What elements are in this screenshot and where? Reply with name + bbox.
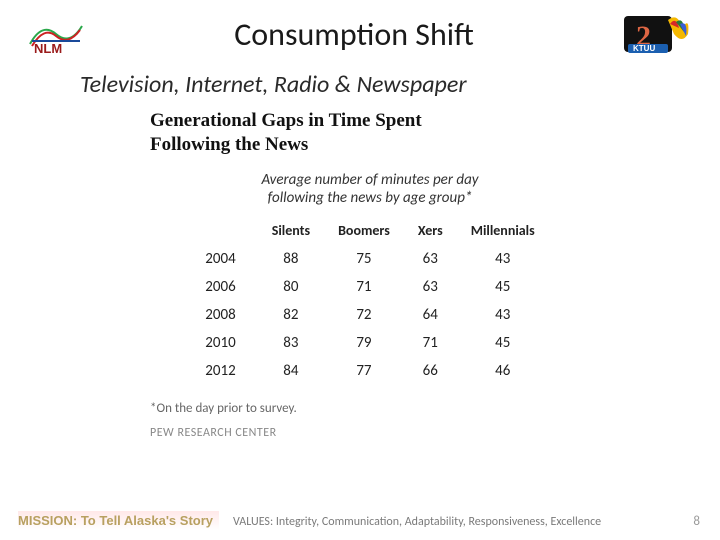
cell: 72 [324, 301, 404, 329]
col-millennials: Millennials [457, 218, 549, 245]
slide-subtitle: Television, Internet, Radio & Newspaper [80, 70, 700, 99]
table-row: 2012 84 77 66 46 [191, 357, 548, 385]
table-header-row: Year Silents Boomers Xers Millennials [191, 218, 548, 245]
data-table: Year Silents Boomers Xers Millennials 20… [191, 218, 548, 385]
mission-text: MISSION: To Tell Alaska's Story [18, 511, 219, 530]
col-boomers: Boomers [324, 218, 404, 245]
cell: 45 [457, 273, 549, 301]
values-text: VALUES: Integrity, Communication, Adapta… [233, 515, 601, 529]
table-body: 2004 88 75 63 43 2006 80 71 63 45 2008 8… [191, 245, 548, 385]
chart-footnote: *On the day prior to survey. [150, 401, 590, 416]
cell: 43 [457, 301, 549, 329]
cell: 88 [258, 245, 324, 273]
svg-text:NLM: NLM [34, 41, 62, 54]
slide: NLM Consumption Shift 2 KTUU Television,… [0, 0, 720, 540]
cell: 83 [258, 329, 324, 357]
cell: 63 [404, 273, 457, 301]
table-row: 2004 88 75 63 43 [191, 245, 548, 273]
cell: 45 [457, 329, 549, 357]
ktuu-logo-icon: 2 KTUU [624, 10, 692, 58]
cell-year: 2004 [191, 245, 257, 273]
cell: 80 [258, 273, 324, 301]
cell-year: 2008 [191, 301, 257, 329]
cell: 66 [404, 357, 457, 385]
chart-title-line1: Generational Gaps in Time Spent [150, 110, 422, 131]
table-row: 2006 80 71 63 45 [191, 273, 548, 301]
nlm-logo-icon: NLM [28, 14, 84, 54]
cell: 64 [404, 301, 457, 329]
chart-block: Generational Gaps in Time Spent Followin… [150, 109, 590, 440]
table-row: 2008 82 72 64 43 [191, 301, 548, 329]
chart-caption: Average number of minutes per day follow… [150, 171, 590, 209]
chart-source: PEW RESEARCH CENTER [150, 426, 590, 440]
col-xers: Xers [404, 218, 457, 245]
cell: 71 [324, 273, 404, 301]
header-row: NLM Consumption Shift 2 KTUU [20, 10, 700, 58]
cell-year: 2006 [191, 273, 257, 301]
cell: 79 [324, 329, 404, 357]
chart-caption-line1: Average number of minutes per day [261, 171, 478, 189]
slide-title: Consumption Shift [84, 15, 624, 54]
chart-title: Generational Gaps in Time Spent Followin… [150, 109, 590, 157]
page-number: 8 [693, 514, 700, 529]
cell-year: 2010 [191, 329, 257, 357]
cell-year: 2012 [191, 357, 257, 385]
table-row: 2010 83 79 71 45 [191, 329, 548, 357]
cell: 75 [324, 245, 404, 273]
col-silents: Silents [258, 218, 324, 245]
cell: 46 [457, 357, 549, 385]
footer: MISSION: To Tell Alaska's Story VALUES: … [18, 511, 700, 530]
cell: 84 [258, 357, 324, 385]
cell: 77 [324, 357, 404, 385]
cell: 82 [258, 301, 324, 329]
cell: 71 [404, 329, 457, 357]
callsign: KTUU [633, 44, 655, 53]
cell: 43 [457, 245, 549, 273]
chart-caption-line2: following the news by age group* [268, 189, 473, 207]
chart-title-line2: Following the News [150, 134, 308, 155]
cell: 63 [404, 245, 457, 273]
